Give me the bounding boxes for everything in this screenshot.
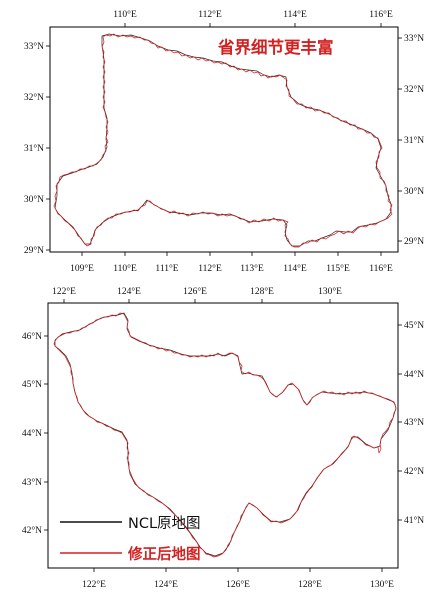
map-frame-jilin xyxy=(47,302,399,569)
legend: NCL原地图 修正后地图 xyxy=(60,515,201,563)
tick-label-right: 44°N xyxy=(404,369,424,380)
tick-label-bottom: 109°E xyxy=(70,263,94,274)
tick-label-left: 42°N xyxy=(22,525,42,536)
tick-label-left: 43°N xyxy=(22,477,42,488)
tick-label-top: 122°E xyxy=(52,286,76,297)
right-ticks-jilin: 45°N 44°N 43°N 42°N 41°N xyxy=(398,320,424,526)
tick-label-bottom: 110°E xyxy=(113,263,137,274)
bottom-ticks-jilin: 122°E 124°E 126°E 128°E 130°E xyxy=(82,568,394,590)
tick-label-top: 114°E xyxy=(283,9,307,20)
panel-hubei: 省界细节更丰富 110°E 112°E 114°E 116°E 109°E 11… xyxy=(24,9,424,274)
annotation-text: 省界细节更丰富 xyxy=(217,37,334,57)
tick-label-bottom: 113°E xyxy=(240,263,264,274)
tick-label-bottom: 130°E xyxy=(370,579,394,590)
bottom-ticks-hubei: 109°E 110°E 111°E 112°E 113°E 114°E 115°… xyxy=(70,252,393,274)
right-ticks-hubei: 33°N 32°N 31°N 30°N 29°N xyxy=(398,33,424,247)
tick-label-right: 42°N xyxy=(404,466,424,477)
tick-label-bottom: 116°E xyxy=(369,263,393,274)
panel-jilin: 122°E 124°E 126°E 128°E 130°E 122°E 124°… xyxy=(22,286,424,590)
tick-label-bottom: 124°E xyxy=(154,579,178,590)
tick-label-left: 32°N xyxy=(24,92,44,103)
tick-label-right: 29°N xyxy=(404,236,424,247)
tick-label-bottom: 128°E xyxy=(298,579,322,590)
tick-label-right: 41°N xyxy=(404,515,424,526)
tick-label-top: 130°E xyxy=(318,286,342,297)
ncl-boundary-jilin xyxy=(54,312,397,557)
tick-label-bottom: 111°E xyxy=(155,263,178,274)
legend-ncl-label: NCL原地图 xyxy=(128,515,201,532)
tick-label-top: 128°E xyxy=(250,286,274,297)
tick-label-bottom: 112°E xyxy=(198,263,222,274)
tick-label-left: 46°N xyxy=(22,331,42,342)
tick-label-left: 45°N xyxy=(22,379,42,390)
tick-label-left: 31°N xyxy=(24,143,44,154)
tick-label-bottom: 115°E xyxy=(326,263,350,274)
tick-label-bottom: 122°E xyxy=(82,579,106,590)
tick-label-right: 30°N xyxy=(404,186,424,197)
tick-label-left: 33°N xyxy=(24,41,44,52)
tick-label-right: 33°N xyxy=(404,33,424,44)
tick-label-bottom: 126°E xyxy=(226,579,250,590)
left-ticks-jilin: 46°N 45°N 44°N 43°N 42°N xyxy=(22,331,48,536)
tick-label-top: 116°E xyxy=(369,9,393,20)
tick-label-top: 124°E xyxy=(117,286,141,297)
left-ticks-hubei: 33°N 32°N 31°N 30°N 29°N xyxy=(24,41,50,256)
legend-fixed-label: 修正后地图 xyxy=(127,545,201,563)
top-ticks-hubei: 110°E 112°E 114°E 116°E xyxy=(113,9,393,27)
tick-label-top: 126°E xyxy=(183,286,207,297)
tick-label-left: 29°N xyxy=(24,245,44,256)
top-ticks-jilin: 122°E 124°E 126°E 128°E 130°E xyxy=(52,286,342,303)
tick-label-left: 44°N xyxy=(22,428,42,439)
tick-label-bottom: 114°E xyxy=(283,263,307,274)
tick-label-top: 112°E xyxy=(198,9,222,20)
fixed-boundary-jilin xyxy=(53,312,397,558)
tick-label-right: 31°N xyxy=(404,135,424,146)
tick-label-right: 45°N xyxy=(404,320,424,331)
tick-label-right: 32°N xyxy=(404,84,424,95)
tick-label-left: 30°N xyxy=(24,194,44,205)
map-frame-hubei xyxy=(49,26,399,253)
tick-label-right: 43°N xyxy=(404,417,424,428)
tick-label-top: 110°E xyxy=(113,9,137,20)
fixed-boundary-hubei xyxy=(53,33,393,248)
